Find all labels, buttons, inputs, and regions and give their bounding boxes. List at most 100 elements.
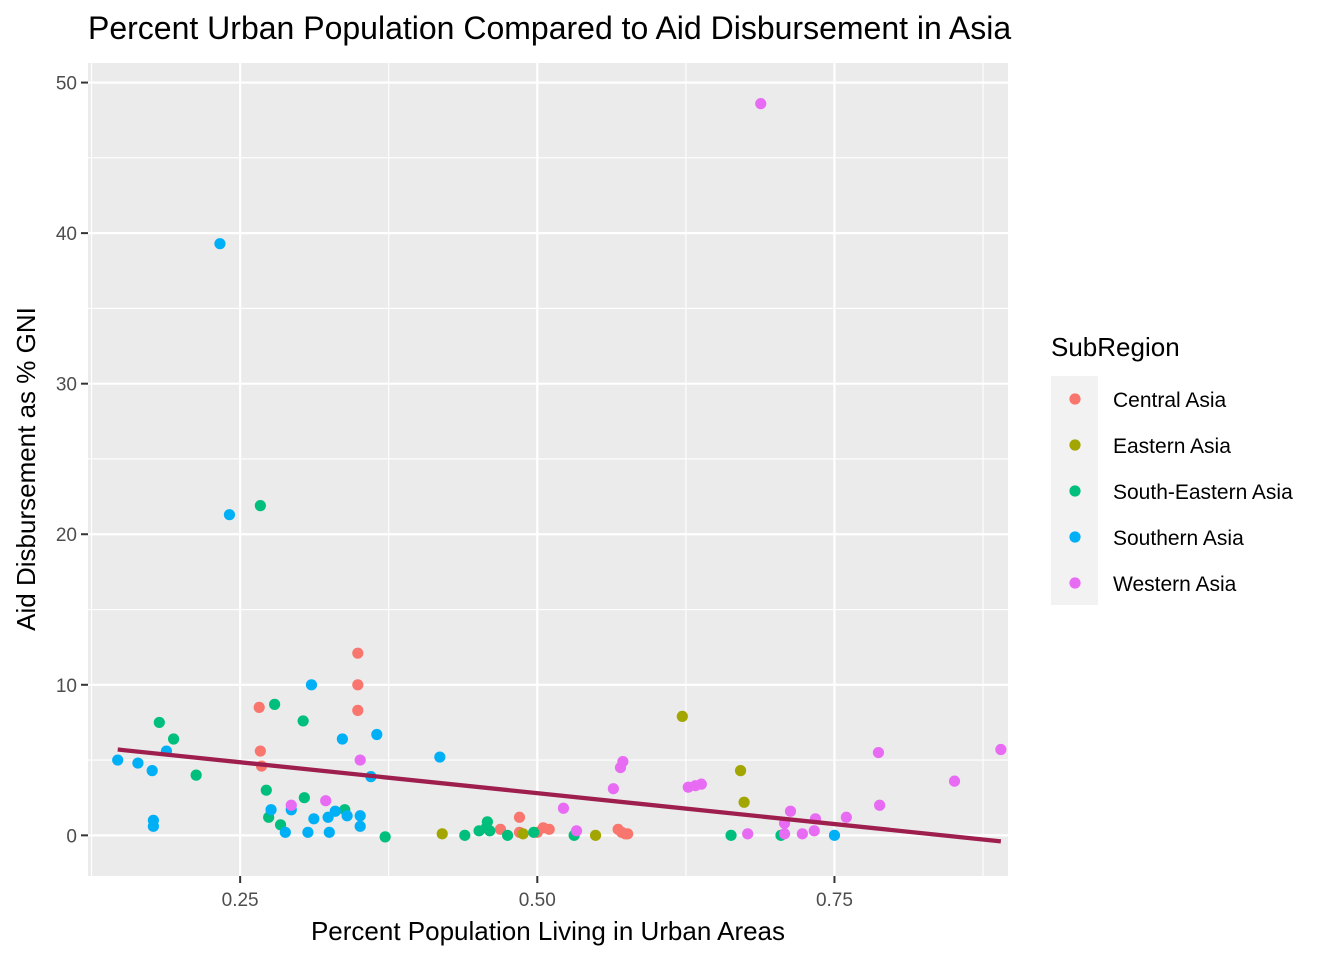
data-point bbox=[260, 784, 272, 796]
y-axis-ticks: 0 10 20 30 40 50 bbox=[56, 74, 88, 847]
data-point bbox=[379, 831, 391, 843]
data-point bbox=[305, 679, 318, 691]
data-point bbox=[734, 765, 747, 777]
data-point bbox=[254, 745, 266, 757]
data-point bbox=[371, 728, 383, 741]
data-point bbox=[784, 805, 797, 817]
y-tick-label: 40 bbox=[56, 224, 77, 245]
legend-label: Eastern Asia bbox=[1113, 435, 1231, 458]
data-point bbox=[298, 792, 310, 804]
legend-label: Southern Asia bbox=[1113, 527, 1244, 550]
data-point bbox=[738, 796, 750, 808]
data-point bbox=[190, 769, 202, 781]
data-point bbox=[320, 795, 332, 807]
data-point bbox=[528, 826, 540, 838]
scatter-points bbox=[112, 98, 1007, 843]
data-point bbox=[302, 826, 314, 838]
y-tick-label: 30 bbox=[56, 375, 77, 396]
data-point bbox=[778, 828, 791, 840]
data-point bbox=[354, 810, 366, 822]
x-axis-ticks: 0.25 0.50 0.75 bbox=[222, 876, 853, 911]
chart-title: Percent Urban Population Compared to Aid… bbox=[88, 10, 1011, 46]
data-point bbox=[742, 828, 754, 840]
data-point bbox=[132, 757, 144, 769]
data-point bbox=[269, 698, 281, 710]
data-point bbox=[570, 825, 583, 837]
y-axis-label: Aid Disbursement as % GNI bbox=[11, 307, 41, 631]
data-point bbox=[147, 820, 159, 832]
y-tick-label: 50 bbox=[56, 74, 77, 95]
data-point bbox=[796, 828, 808, 840]
data-point bbox=[352, 647, 364, 659]
data-point bbox=[755, 98, 767, 110]
data-point bbox=[557, 802, 570, 814]
data-point bbox=[622, 828, 634, 840]
data-point bbox=[543, 823, 555, 835]
data-point bbox=[840, 811, 852, 823]
data-point bbox=[513, 811, 526, 823]
data-point bbox=[436, 828, 448, 840]
data-point bbox=[352, 679, 364, 691]
data-point bbox=[481, 816, 493, 828]
data-point bbox=[589, 829, 602, 841]
x-tick-label: 0.50 bbox=[519, 890, 556, 911]
x-axis-label: Percent Population Living in Urban Areas bbox=[311, 916, 785, 946]
data-point bbox=[501, 829, 514, 841]
data-point bbox=[607, 783, 619, 795]
data-point bbox=[341, 810, 353, 822]
data-point bbox=[254, 500, 266, 512]
legend-label: South-Eastern Asia bbox=[1113, 481, 1293, 504]
legend: SubRegion Central Asia Eastern Asia South-… bbox=[1051, 332, 1293, 605]
major-gridlines bbox=[88, 63, 1008, 876]
data-point bbox=[329, 805, 341, 817]
data-point bbox=[354, 754, 366, 766]
data-point bbox=[223, 509, 236, 521]
legend-key bbox=[1069, 439, 1081, 451]
data-point bbox=[153, 716, 165, 729]
legend-label: Central Asia bbox=[1113, 389, 1227, 412]
data-point bbox=[214, 238, 226, 250]
data-point bbox=[484, 825, 496, 837]
legend-key bbox=[1069, 485, 1081, 497]
data-point bbox=[828, 829, 841, 841]
data-point bbox=[285, 799, 297, 811]
data-point bbox=[308, 813, 320, 825]
trend-line bbox=[117, 747, 1002, 844]
data-point bbox=[265, 804, 277, 816]
data-point bbox=[352, 704, 364, 716]
x-tick-label: 0.25 bbox=[222, 890, 259, 911]
data-point bbox=[167, 733, 180, 745]
y-tick-label: 20 bbox=[56, 525, 77, 546]
data-point bbox=[872, 746, 885, 759]
legend-items: Central Asia Eastern Asia South-Eastern As… bbox=[1069, 389, 1293, 596]
data-point bbox=[874, 799, 886, 811]
plot-panel bbox=[88, 63, 1008, 876]
data-point bbox=[517, 828, 529, 840]
data-point bbox=[434, 751, 446, 763]
data-point bbox=[279, 826, 291, 838]
data-point bbox=[297, 715, 309, 727]
x-tick-label: 0.75 bbox=[816, 890, 853, 911]
legend-key bbox=[1069, 393, 1081, 405]
data-point bbox=[617, 755, 629, 768]
data-point bbox=[146, 765, 158, 777]
data-point bbox=[808, 825, 820, 837]
data-point bbox=[725, 829, 737, 841]
data-point bbox=[354, 820, 366, 832]
data-point bbox=[948, 775, 961, 787]
data-point bbox=[695, 778, 707, 790]
legend-key bbox=[1069, 577, 1081, 589]
legend-title: SubRegion bbox=[1051, 332, 1180, 362]
legend-key bbox=[1069, 531, 1081, 543]
data-point bbox=[253, 701, 265, 713]
data-point bbox=[676, 710, 688, 723]
y-tick-label: 10 bbox=[56, 676, 77, 697]
data-point bbox=[336, 733, 348, 745]
data-point bbox=[995, 743, 1007, 756]
y-tick-label: 0 bbox=[66, 826, 77, 847]
data-point bbox=[459, 829, 471, 841]
minor-gridlines bbox=[88, 63, 1008, 876]
data-point bbox=[112, 754, 124, 766]
legend-label: Western Asia bbox=[1113, 573, 1237, 596]
